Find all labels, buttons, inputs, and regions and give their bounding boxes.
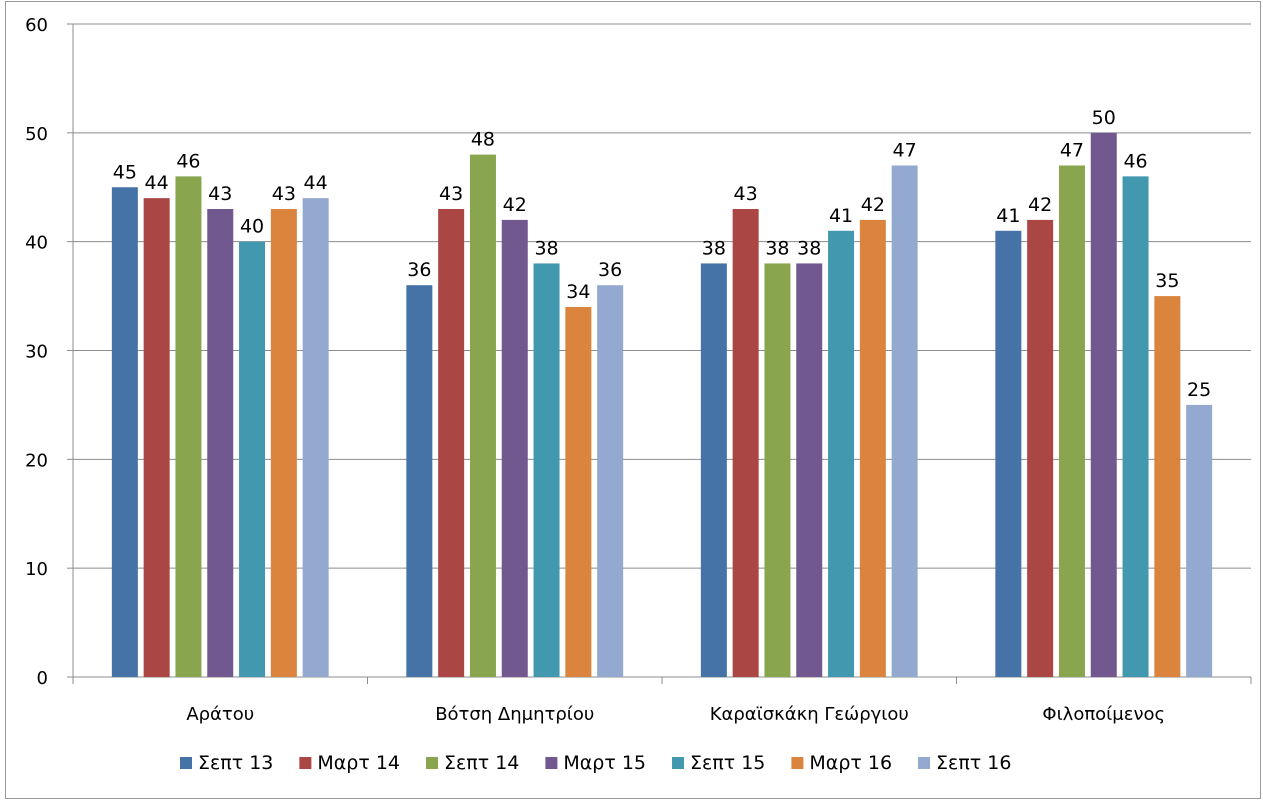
- category-label: Βότση Δημητρίου: [435, 704, 594, 725]
- bar: [1154, 296, 1181, 677]
- data-label: 45: [113, 161, 137, 183]
- bar: [207, 209, 234, 677]
- data-label: 43: [208, 183, 232, 205]
- bar: [700, 263, 727, 677]
- bar: [533, 263, 560, 677]
- data-label: 36: [407, 259, 431, 281]
- bar: [565, 306, 592, 677]
- data-label: 38: [797, 237, 821, 259]
- legend-swatch: [545, 757, 558, 769]
- legend-label: Σεπτ 14: [444, 752, 519, 774]
- y-tick-label: 30: [25, 342, 48, 363]
- legend-label: Σεπτ 13: [198, 752, 273, 774]
- data-label: 43: [439, 183, 463, 205]
- bar: [597, 285, 624, 677]
- bar: [239, 241, 266, 677]
- data-label: 46: [176, 150, 200, 172]
- data-label: 41: [829, 205, 853, 227]
- data-label: 47: [893, 139, 917, 161]
- data-label: 47: [1060, 139, 1084, 161]
- data-label: 38: [765, 237, 789, 259]
- bar: [764, 263, 791, 677]
- category-label: Αράτου: [186, 704, 254, 725]
- data-label: 41: [996, 205, 1020, 227]
- bar: [891, 165, 918, 677]
- bar: [732, 209, 759, 677]
- data-label: 25: [1187, 379, 1211, 401]
- category-label: Καραϊσκάκη Γεώργιου: [710, 704, 909, 725]
- legend-swatch: [180, 757, 192, 769]
- bar: [175, 176, 202, 677]
- y-tick-label: 10: [25, 559, 48, 580]
- bar: [1027, 219, 1054, 677]
- legend-label: Μαρτ 16: [809, 752, 892, 774]
- category-label: Φιλοποίμενος: [1042, 704, 1165, 725]
- data-label: 43: [272, 183, 296, 205]
- legend-swatch: [672, 757, 685, 769]
- data-label: 44: [145, 172, 169, 194]
- legend-swatch: [791, 757, 804, 769]
- data-label: 42: [861, 194, 885, 216]
- legend-label: Μαρτ 14: [317, 752, 400, 774]
- data-label: 44: [304, 172, 328, 194]
- data-label: 38: [534, 237, 558, 259]
- bar: [828, 230, 855, 678]
- bar: [111, 187, 138, 677]
- legend-label: Μαρτ 15: [563, 752, 646, 774]
- data-label: 46: [1123, 150, 1147, 172]
- bar: [143, 198, 170, 677]
- bar: [501, 219, 528, 677]
- data-label: 50: [1092, 107, 1116, 129]
- bar: [1058, 165, 1085, 677]
- data-label: 43: [734, 183, 758, 205]
- legend-label: Σεπτ 15: [690, 752, 765, 774]
- data-label: 40: [240, 216, 264, 238]
- data-label: 42: [1028, 194, 1052, 216]
- y-tick-label: 0: [37, 668, 48, 689]
- bar: [302, 198, 329, 677]
- y-tick-label: 40: [25, 233, 48, 254]
- legend-swatch: [426, 757, 439, 769]
- data-label: 38: [702, 237, 726, 259]
- y-tick-label: 20: [25, 450, 48, 471]
- bar: [406, 285, 433, 677]
- bar: [995, 230, 1022, 678]
- bar: [1090, 132, 1117, 678]
- legend-swatch: [918, 757, 931, 769]
- legend-label: Σεπτ 16: [936, 752, 1011, 774]
- data-label: 48: [471, 129, 495, 151]
- bar: [796, 263, 823, 677]
- y-tick-label: 60: [25, 15, 48, 36]
- y-tick-label: 50: [25, 124, 48, 145]
- data-label: 35: [1155, 270, 1179, 292]
- bar: [1122, 176, 1149, 677]
- bar: [469, 154, 496, 678]
- legend-swatch: [299, 757, 312, 769]
- bar: [1186, 404, 1213, 677]
- data-label: 42: [503, 194, 527, 216]
- bar: [859, 219, 886, 677]
- bar: [438, 209, 465, 677]
- data-label: 34: [566, 281, 590, 303]
- bar: [270, 209, 297, 677]
- data-label: 36: [598, 259, 622, 281]
